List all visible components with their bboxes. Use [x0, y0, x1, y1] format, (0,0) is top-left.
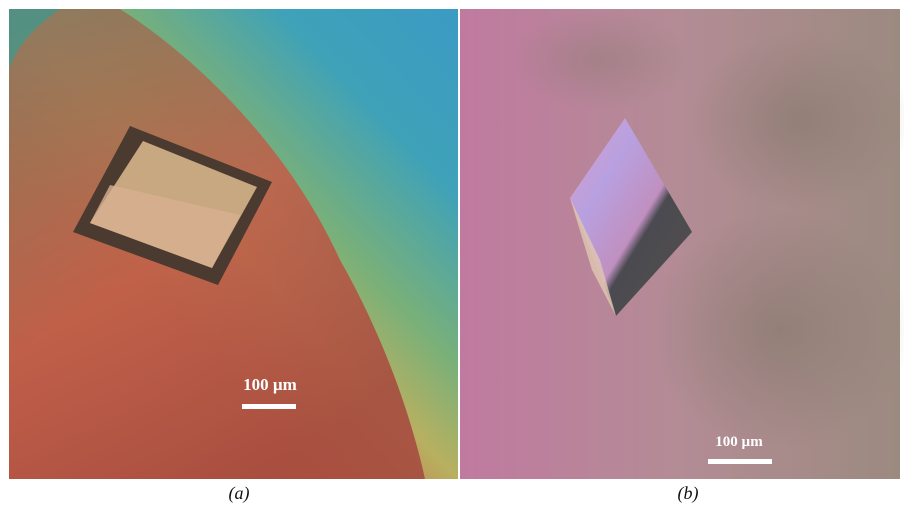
- scale-label: 100 µm: [243, 375, 297, 394]
- scale-bar: [242, 404, 296, 409]
- scale-label: 100 µm: [715, 434, 763, 450]
- blot: [510, 10, 690, 110]
- blot: [690, 30, 904, 210]
- scale-bar: [708, 459, 772, 464]
- caption: (a): [229, 483, 250, 504]
- panel-a: 100 µm: [9, 9, 458, 479]
- caption: (b): [678, 483, 699, 504]
- panel-b: 100 µm: [460, 9, 904, 479]
- figure: 100 µm 100 µm (a) (b): [0, 0, 904, 506]
- blot: [650, 210, 904, 450]
